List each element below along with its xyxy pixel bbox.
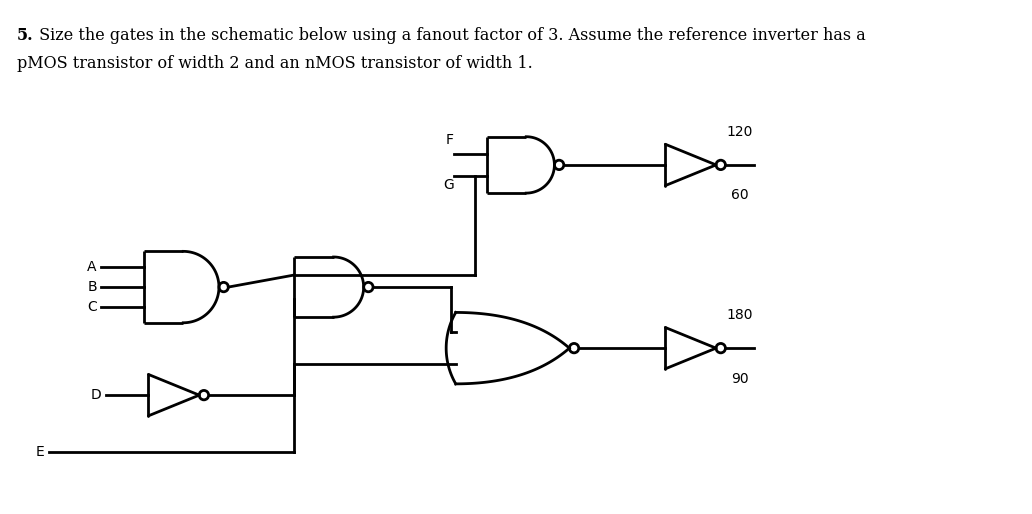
Text: 90: 90 bbox=[731, 372, 748, 386]
Text: Size the gates in the schematic below using a fanout factor of 3. Assume the ref: Size the gates in the schematic below us… bbox=[34, 27, 866, 44]
Text: 120: 120 bbox=[727, 124, 752, 139]
Text: D: D bbox=[91, 388, 101, 402]
Text: pMOS transistor of width 2 and an nMOS transistor of width 1.: pMOS transistor of width 2 and an nMOS t… bbox=[17, 55, 533, 72]
Text: 5.: 5. bbox=[17, 27, 33, 44]
Text: C: C bbox=[87, 300, 97, 314]
Text: E: E bbox=[35, 445, 44, 458]
Text: B: B bbox=[87, 280, 97, 294]
Text: F: F bbox=[446, 133, 454, 147]
Text: G: G bbox=[443, 178, 454, 192]
Text: A: A bbox=[88, 261, 97, 274]
Text: 60: 60 bbox=[731, 189, 748, 203]
Text: 180: 180 bbox=[727, 308, 752, 322]
